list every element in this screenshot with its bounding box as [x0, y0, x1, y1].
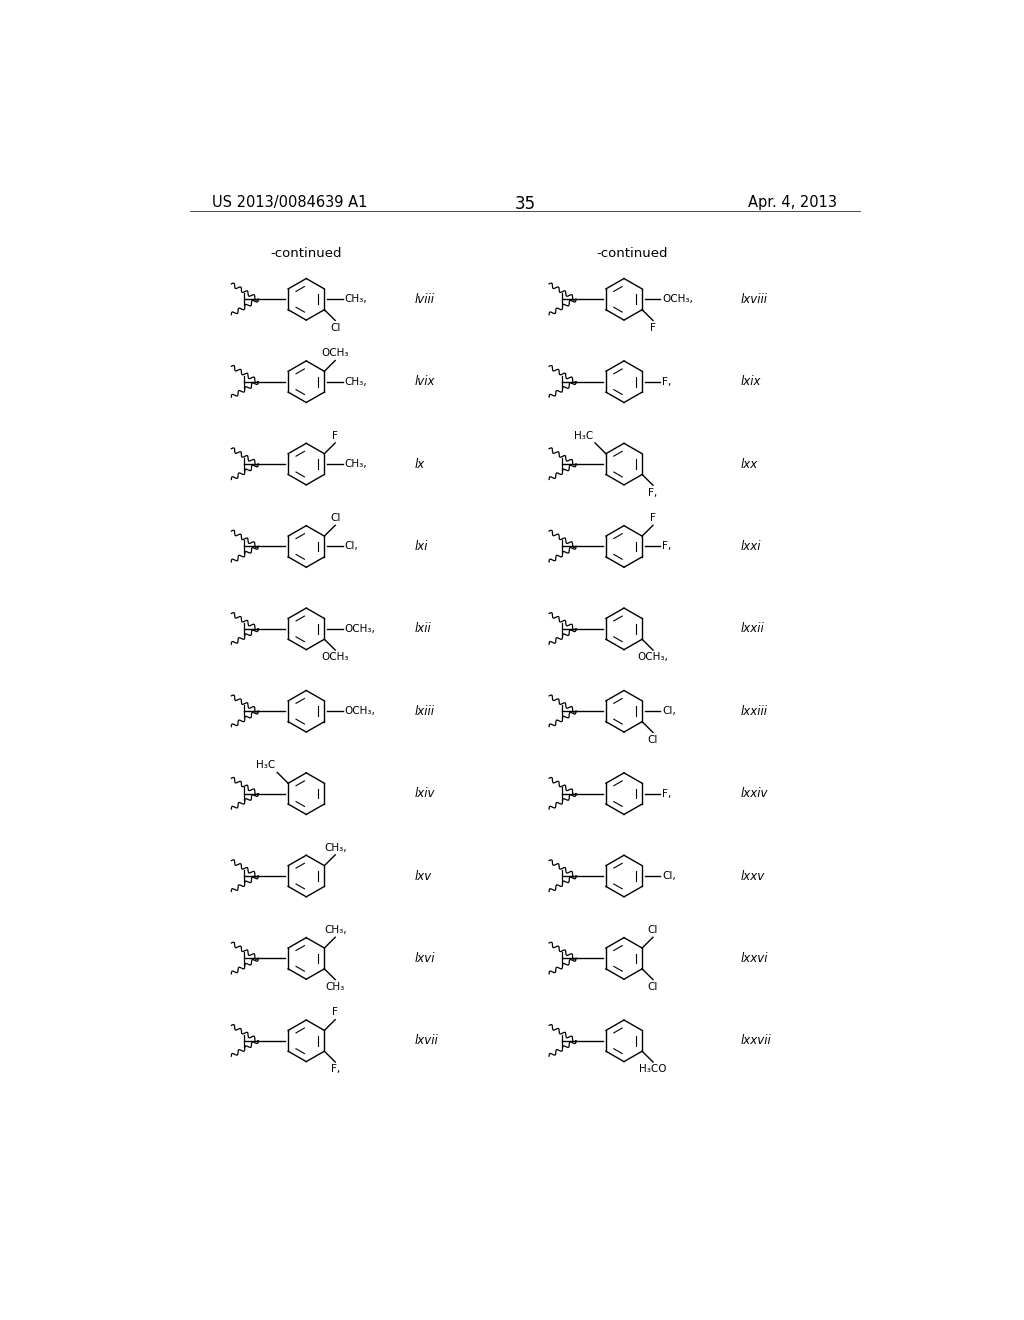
- Text: OCH₃,: OCH₃,: [662, 294, 693, 305]
- Text: CH₃,: CH₃,: [324, 842, 346, 853]
- Text: Cl,: Cl,: [662, 706, 676, 717]
- Text: F: F: [332, 430, 338, 441]
- Text: CH₃,: CH₃,: [344, 376, 367, 387]
- Text: lxxv: lxxv: [740, 870, 765, 883]
- Text: CH₃,: CH₃,: [344, 459, 367, 469]
- Text: lviii: lviii: [415, 293, 435, 306]
- Text: Cl,: Cl,: [662, 871, 676, 880]
- Text: Cl: Cl: [330, 323, 340, 333]
- Text: lxviii: lxviii: [740, 293, 767, 306]
- Text: Cl,: Cl,: [344, 541, 358, 552]
- Text: lxxii: lxxii: [740, 622, 764, 635]
- Text: lxxi: lxxi: [740, 540, 761, 553]
- Text: Apr. 4, 2013: Apr. 4, 2013: [748, 195, 837, 210]
- Text: lxxvi: lxxvi: [740, 952, 768, 965]
- Text: H₃CO: H₃CO: [639, 1064, 667, 1074]
- Text: F,: F,: [648, 487, 657, 498]
- Text: F,: F,: [331, 1064, 340, 1074]
- Text: F: F: [332, 1007, 338, 1018]
- Text: OCH₃: OCH₃: [322, 652, 349, 663]
- Text: lxxiv: lxxiv: [740, 787, 768, 800]
- Text: lxxvii: lxxvii: [740, 1035, 771, 1047]
- Text: CH₃,: CH₃,: [324, 925, 346, 935]
- Text: lxiv: lxiv: [415, 787, 435, 800]
- Text: CH₃,: CH₃,: [344, 294, 367, 305]
- Text: lxii: lxii: [415, 622, 431, 635]
- Text: lxix: lxix: [740, 375, 761, 388]
- Text: Cl: Cl: [648, 982, 658, 991]
- Text: US 2013/0084639 A1: US 2013/0084639 A1: [212, 195, 367, 210]
- Text: lxv: lxv: [415, 870, 432, 883]
- Text: F,: F,: [662, 541, 671, 552]
- Text: -continued: -continued: [596, 247, 668, 260]
- Text: F: F: [650, 513, 656, 523]
- Text: -continued: -continued: [270, 247, 342, 260]
- Text: lxi: lxi: [415, 540, 428, 553]
- Text: OCH₃,: OCH₃,: [344, 624, 375, 634]
- Text: OCH₃: OCH₃: [322, 348, 349, 358]
- Text: F,: F,: [662, 376, 671, 387]
- Text: lxxiii: lxxiii: [740, 705, 767, 718]
- Text: F,: F,: [662, 788, 671, 799]
- Text: OCH₃,: OCH₃,: [344, 706, 375, 717]
- Text: lxvi: lxvi: [415, 952, 435, 965]
- Text: Cl: Cl: [330, 513, 340, 523]
- Text: OCH₃,: OCH₃,: [638, 652, 669, 663]
- Text: lvix: lvix: [415, 375, 435, 388]
- Text: lxvii: lxvii: [415, 1035, 438, 1047]
- Text: lx: lx: [415, 458, 425, 471]
- Text: lxiii: lxiii: [415, 705, 435, 718]
- Text: 35: 35: [514, 195, 536, 214]
- Text: Cl: Cl: [648, 735, 658, 744]
- Text: Cl: Cl: [648, 925, 658, 935]
- Text: H₃C: H₃C: [256, 760, 275, 770]
- Text: CH₃: CH₃: [326, 982, 345, 991]
- Text: lxx: lxx: [740, 458, 758, 471]
- Text: H₃C: H₃C: [574, 430, 594, 441]
- Text: F: F: [650, 323, 656, 333]
